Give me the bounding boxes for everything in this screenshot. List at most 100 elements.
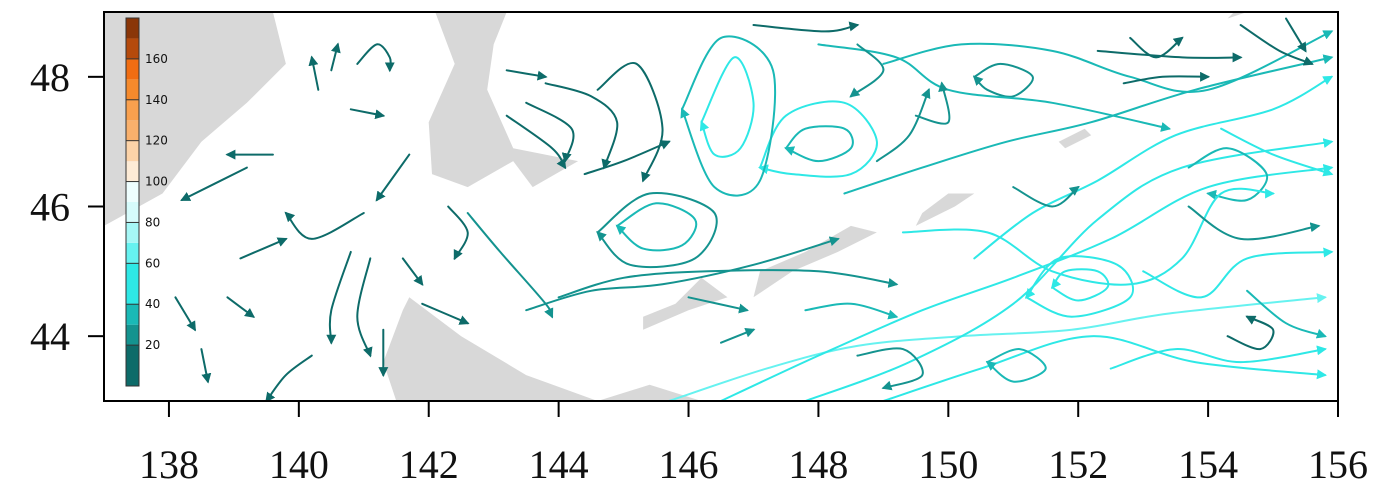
x-tick-label: 138 bbox=[139, 442, 199, 487]
streamline bbox=[875, 87, 931, 163]
streamline bbox=[596, 191, 718, 269]
colorbar-swatch bbox=[126, 222, 139, 243]
colorbar-swatch bbox=[126, 99, 139, 121]
streamline bbox=[856, 347, 924, 391]
colorbar-label: 100 bbox=[145, 175, 168, 189]
y-tick-label: 46 bbox=[30, 185, 70, 230]
y-tick-label: 44 bbox=[30, 314, 70, 359]
streamline bbox=[226, 296, 256, 318]
streamline bbox=[758, 100, 878, 178]
colorbar-frame bbox=[125, 17, 140, 387]
streamline bbox=[1142, 247, 1334, 299]
x-tick-label: 156 bbox=[1308, 442, 1368, 487]
colorbar-swatch bbox=[126, 140, 139, 162]
streamline bbox=[687, 296, 749, 314]
streamline bbox=[421, 302, 470, 325]
streamline-layer bbox=[174, 17, 1334, 401]
x-tick-label: 144 bbox=[529, 442, 589, 487]
colorbar-swatch bbox=[126, 38, 139, 59]
streamline bbox=[1226, 315, 1275, 351]
x-tick-label: 154 bbox=[1178, 442, 1238, 487]
colorbar-label: 60 bbox=[145, 256, 160, 270]
colorbar-swatch bbox=[126, 202, 139, 223]
streamline bbox=[330, 42, 341, 72]
streamline bbox=[804, 302, 899, 320]
streamline bbox=[1220, 127, 1334, 177]
kharimkotan-island bbox=[1227, 12, 1248, 19]
colorbar-swatch bbox=[126, 18, 139, 39]
urup-island bbox=[915, 193, 975, 226]
colorbar-label: 120 bbox=[145, 134, 168, 148]
x-tick-label: 152 bbox=[1048, 442, 1108, 487]
colorbar-swatch bbox=[126, 120, 139, 141]
streamline bbox=[1012, 185, 1080, 208]
streamline bbox=[752, 21, 860, 33]
streamline bbox=[356, 43, 395, 73]
colorbar-label: 80 bbox=[145, 215, 160, 229]
streamline bbox=[525, 236, 840, 312]
streamline bbox=[356, 257, 373, 358]
colorbar-label: 20 bbox=[145, 338, 160, 352]
x-tick-label: 146 bbox=[659, 442, 719, 487]
iturup-island bbox=[753, 225, 877, 298]
streamline bbox=[239, 237, 288, 260]
x-tick-label: 150 bbox=[918, 442, 978, 487]
streamline bbox=[557, 269, 899, 299]
streamline bbox=[180, 166, 248, 201]
streamline bbox=[882, 335, 1327, 401]
streamline bbox=[505, 114, 567, 170]
streamline bbox=[447, 205, 469, 261]
streamline bbox=[1109, 345, 1327, 370]
streamline bbox=[849, 43, 885, 98]
streamline bbox=[1129, 36, 1184, 59]
colorbar-label: 160 bbox=[145, 52, 168, 66]
x-axis: 138 140 142 144 146 148 150 152 154 156 bbox=[139, 401, 1368, 487]
streamline bbox=[265, 354, 313, 401]
y-axis: 44 46 48 bbox=[30, 55, 104, 359]
colorbar-swatch bbox=[126, 324, 139, 346]
streamline bbox=[583, 140, 671, 176]
streamline bbox=[699, 56, 755, 158]
streamline bbox=[804, 138, 1334, 401]
streamline bbox=[466, 212, 554, 319]
streamline bbox=[720, 163, 1334, 401]
asia-mainland bbox=[104, 12, 286, 226]
land-layer bbox=[104, 12, 1248, 401]
streamline bbox=[973, 75, 1334, 260]
x-tick-label: 148 bbox=[788, 442, 848, 487]
streamline bbox=[525, 101, 575, 164]
streamline bbox=[1025, 255, 1135, 318]
streamline bbox=[784, 125, 854, 163]
hokkaido-land bbox=[383, 297, 702, 401]
streamline bbox=[1122, 71, 1211, 85]
colorbar-swatch bbox=[126, 263, 139, 305]
streamline bbox=[284, 211, 365, 240]
streamline bbox=[505, 69, 548, 81]
y-tick-label: 48 bbox=[30, 55, 70, 100]
x-tick-label: 140 bbox=[269, 442, 329, 487]
streamline bbox=[882, 30, 1334, 93]
streamline bbox=[1285, 17, 1307, 53]
streamline bbox=[843, 54, 1334, 195]
colorbar-label: 140 bbox=[145, 93, 168, 107]
colorbar-swatch bbox=[126, 58, 139, 80]
kunashir-island bbox=[643, 277, 728, 330]
streamline bbox=[914, 81, 951, 125]
streamline bbox=[308, 55, 320, 91]
streamline bbox=[1246, 289, 1327, 339]
streamline bbox=[375, 153, 411, 202]
streamline bbox=[615, 202, 698, 252]
streamline bbox=[326, 250, 352, 345]
streamline bbox=[1187, 205, 1321, 241]
colorbar-swatch bbox=[126, 79, 139, 100]
streamline bbox=[680, 35, 777, 197]
streamline bbox=[720, 327, 756, 344]
streamline bbox=[972, 62, 1034, 98]
plot-area bbox=[104, 12, 1338, 401]
streamline bbox=[1239, 24, 1314, 66]
streamline bbox=[1096, 49, 1243, 63]
streamline bbox=[1187, 147, 1269, 202]
x-tick-label: 142 bbox=[399, 442, 459, 487]
streamline bbox=[200, 348, 212, 384]
